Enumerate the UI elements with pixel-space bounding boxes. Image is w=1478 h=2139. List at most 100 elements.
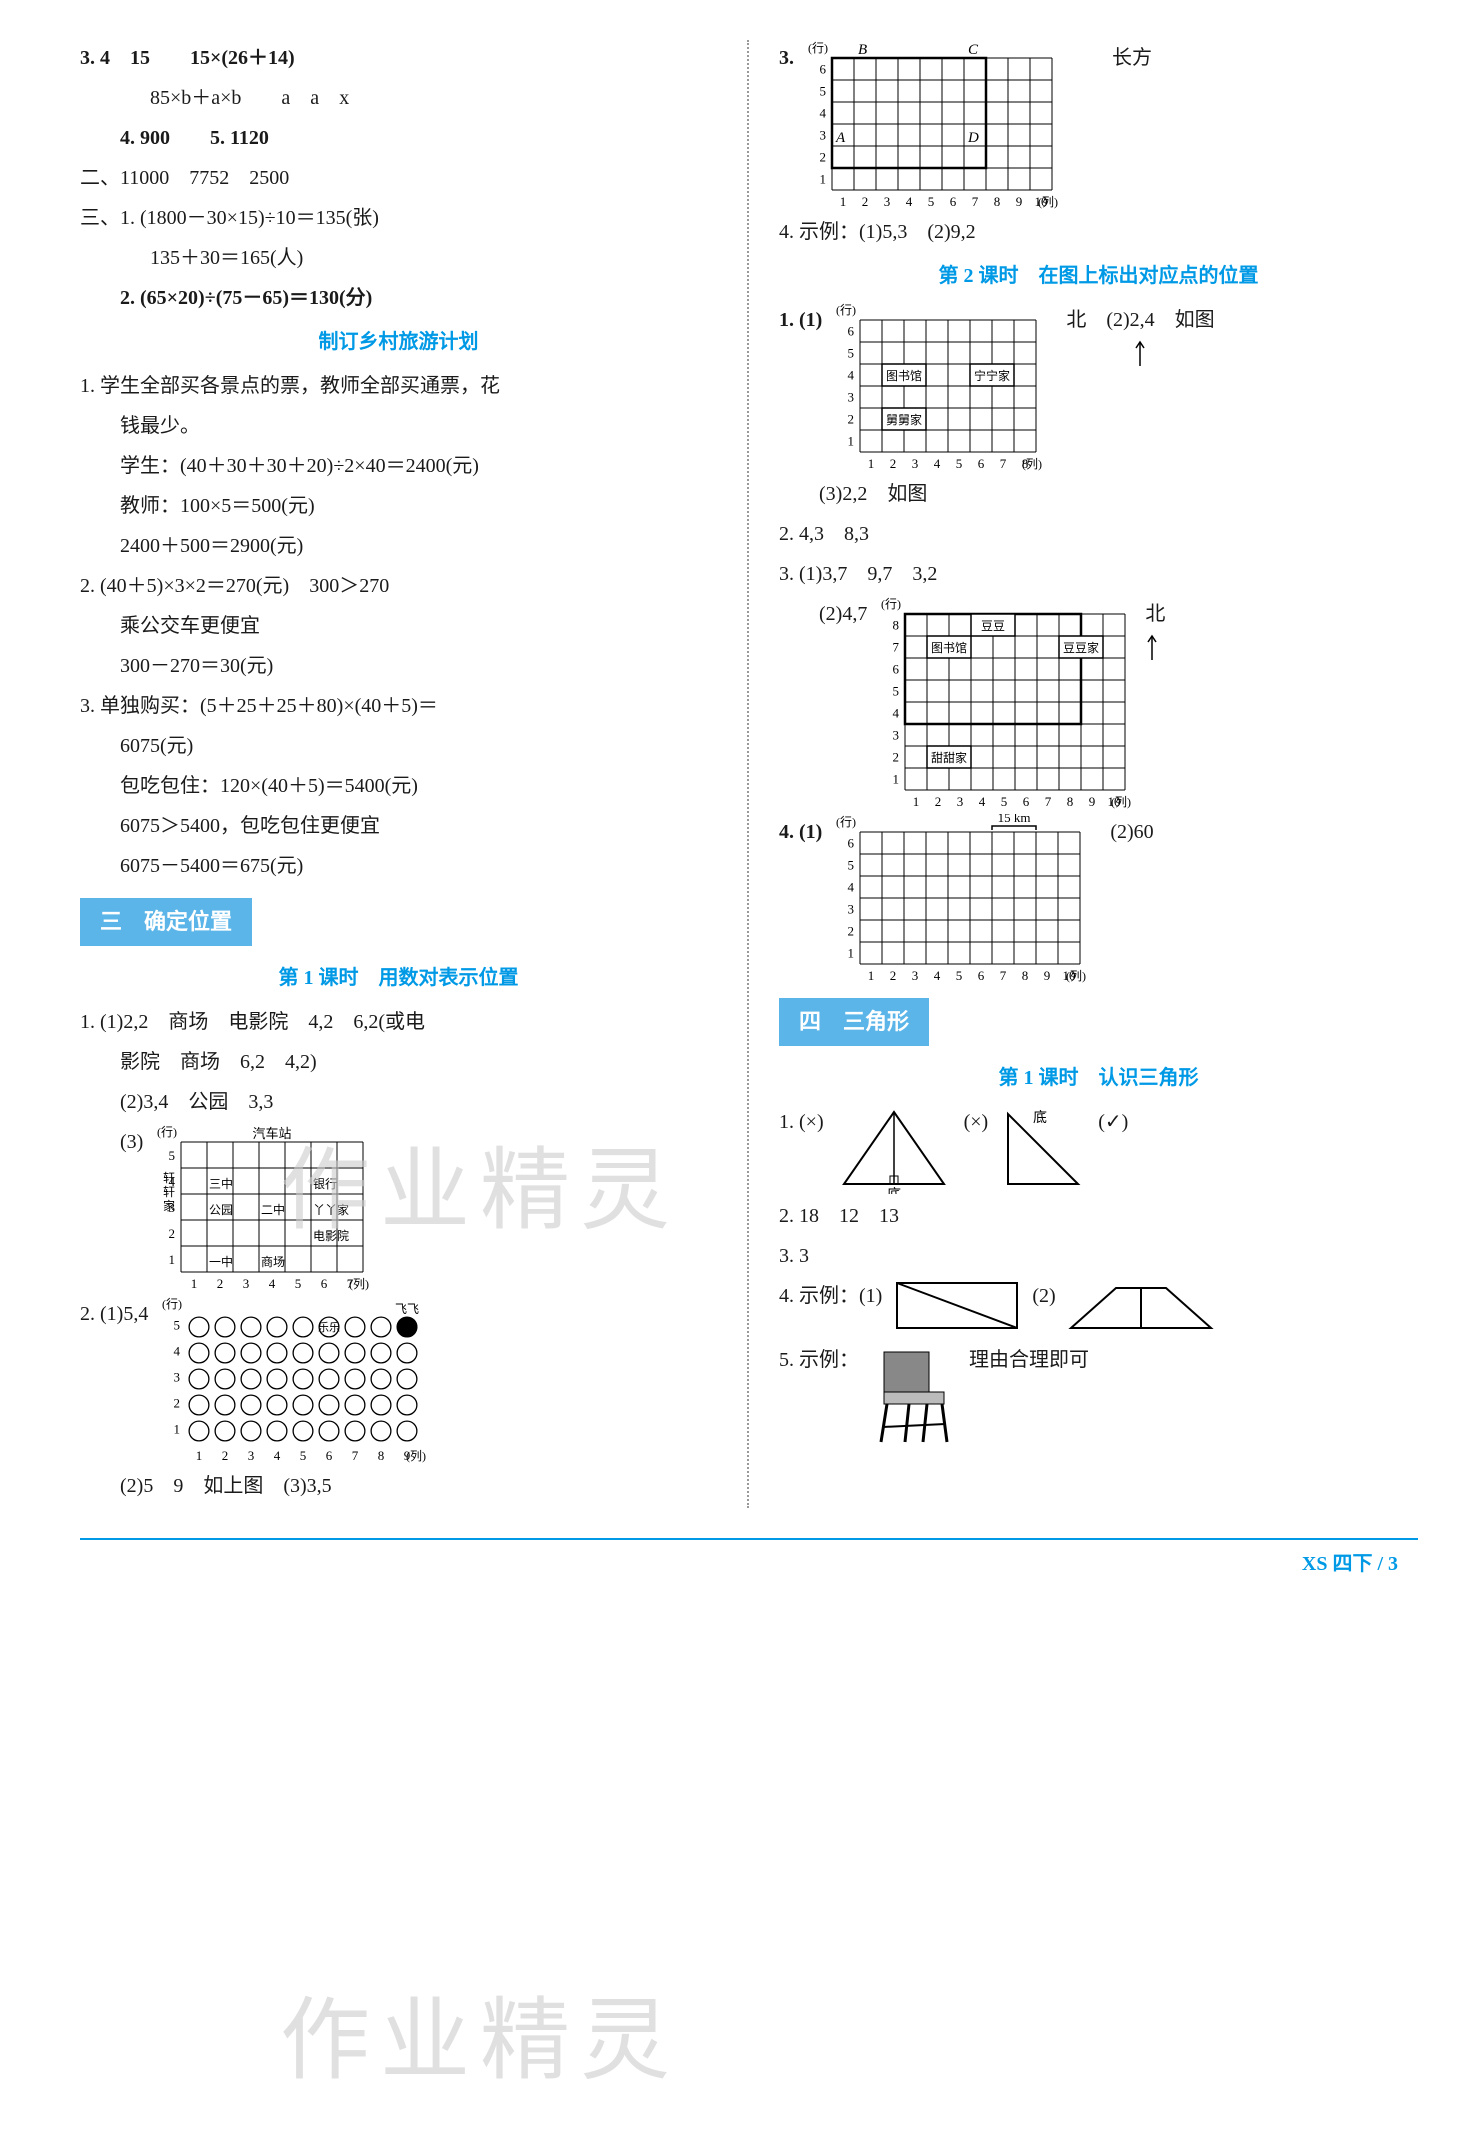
grid-r1: 65432112345678910(行)(列)BCAD [804,40,1062,210]
svg-text:轩: 轩 [163,1171,175,1185]
svg-text:8: 8 [378,1448,385,1463]
svg-text:3: 3 [848,901,855,916]
svg-text:2: 2 [890,456,897,471]
svg-text:4: 4 [979,794,986,809]
svg-text:5: 5 [300,1448,307,1463]
svg-text:飞飞: 飞飞 [395,1302,419,1316]
svg-text:(行): (行) [881,597,901,611]
svg-text:电影院: 电影院 [313,1229,349,1243]
text-line: 1. (1)2,2 商场 电影院 4,2 6,2(或电 [80,1004,717,1040]
svg-text:C: C [968,42,979,58]
grid-l1: 543211234567(行)(列)汽车站轩轩家三中公园二中银行丫丫家电影院一中… [153,1124,373,1292]
section-4-title: 四 三角形 [779,998,929,1046]
text-line: 二、11000 7752 2500 [80,160,717,196]
text-line: 2. 18 12 13 [779,1198,1418,1234]
svg-text:1: 1 [191,1276,198,1291]
svg-text:2: 2 [935,794,942,809]
svg-text:7: 7 [1000,456,1007,471]
svg-text:一中: 一中 [209,1254,233,1269]
svg-text:(列): (列) [1022,457,1042,471]
svg-text:商场: 商场 [261,1254,285,1269]
triangles-row: 1. (×) 底 (×) 底 (✓) [779,1104,1418,1194]
svg-text:4: 4 [906,194,913,209]
svg-text:6: 6 [950,194,957,209]
text-line: 钱最少。 [80,408,717,444]
grid-r1-wrap: 3. 65432112345678910(行)(列)BCAD 长方 [779,40,1418,210]
svg-text:6: 6 [893,661,900,676]
text-line: 2. (40＋5)×3×2＝270(元) 300＞270 [80,568,717,604]
text-line: (2)5 9 如上图 (3)3,5 [80,1468,717,1504]
svg-text:(行): (行) [836,815,856,829]
north-label: 北 [1145,596,1165,662]
t4b: (2) [1032,1278,1055,1314]
svg-text:3: 3 [248,1448,255,1463]
quad-1-icon [892,1278,1022,1338]
r8-suffix: (2)60 [1110,814,1153,850]
svg-text:5: 5 [295,1276,302,1291]
left-column: 3. 4 15 15×(26＋14) 85×b＋a×b a a x 4. 900… [80,40,749,1508]
svg-text:5: 5 [1001,794,1008,809]
t4-prefix: 4. 示例：(1) [779,1278,882,1314]
svg-text:5: 5 [848,345,855,360]
svg-text:银行: 银行 [313,1177,337,1191]
svg-text:3: 3 [893,727,900,742]
svg-text:5: 5 [956,968,963,983]
svg-text:B: B [858,42,867,58]
svg-text:2: 2 [217,1276,224,1291]
text-line: 包吃包住：120×(40＋5)＝5400(元) [80,768,717,804]
chair-icon [869,1342,959,1452]
r7-prefix: (2)4,7 [819,596,867,632]
svg-text:2: 2 [848,923,855,938]
svg-text:甜甜家: 甜甜家 [931,750,967,765]
svg-text:4: 4 [274,1448,281,1463]
text-line: 乘公交车更便宜 [80,608,717,644]
svg-text:2: 2 [169,1226,176,1241]
svg-text:4: 4 [269,1276,276,1291]
text-line: 6075－5400＝675(元) [80,848,717,884]
svg-text:5: 5 [956,456,963,471]
circle-grid: 乐乐飞飞54321123456789(行)(列) [158,1296,430,1464]
svg-text:豆豆: 豆豆 [981,619,1005,633]
svg-text:1: 1 [868,456,875,471]
lesson-1r-title: 第 1 课时 认识三角形 [779,1060,1418,1096]
svg-text:3: 3 [912,456,919,471]
svg-text:5: 5 [893,683,900,698]
grid-r3: 8765432112345678910(行)(列)豆豆图书馆豆豆家甜甜家 [877,596,1135,810]
grid-r4-wrap: 4. (1) 65432112345678910(行)(列)15 km (2)6… [779,814,1418,984]
text-line: 3. 4 15 15×(26＋14) [80,40,717,76]
r8-prefix: 4. (1) [779,814,822,850]
lesson-2-title: 第 2 课时 在图上标出对应点的位置 [779,258,1418,294]
svg-text:4: 4 [820,105,827,120]
svg-text:1: 1 [893,771,900,786]
svg-text:二中: 二中 [261,1202,285,1217]
svg-text:2: 2 [222,1448,229,1463]
svg-text:4: 4 [848,879,855,894]
svg-text:7: 7 [352,1448,359,1463]
watermark-2: 作业精灵 [280,1960,680,2122]
text-line: (2)3,4 公园 3,3 [80,1084,717,1120]
svg-text:6: 6 [326,1448,333,1463]
svg-text:2: 2 [820,149,827,164]
svg-text:豆豆家: 豆豆家 [1063,640,1099,655]
text-line: 6075＞5400，包吃包住更便宜 [80,808,717,844]
svg-text:D: D [967,130,979,146]
svg-text:2: 2 [890,968,897,983]
svg-text:2: 2 [862,194,869,209]
grid-r3-wrap: (2)4,7 8765432112345678910(行)(列)豆豆图书馆豆豆家… [779,596,1418,810]
text-line: 300－270＝30(元) [80,648,717,684]
svg-text:6: 6 [848,835,855,850]
r3-prefix: 1. (1) [779,302,822,338]
text-line: 85×b＋a×b a a x [80,80,717,116]
svg-text:1: 1 [820,171,827,186]
section-3-title: 三 确定位置 [80,898,252,946]
svg-text:7: 7 [972,194,979,209]
text-line: 教师：100×5＝500(元) [80,488,717,524]
svg-text:(行): (行) [836,303,856,317]
svg-text:(行): (行) [808,41,828,55]
svg-text:(列): (列) [1066,969,1086,983]
svg-text:1: 1 [840,194,847,209]
svg-text:底: 底 [1033,1110,1047,1126]
svg-text:8: 8 [994,194,1001,209]
svg-text:8: 8 [1022,968,1029,983]
grid-l1-wrap: (3) 543211234567(行)(列)汽车站轩轩家三中公园二中银行丫丫家电… [80,1124,717,1292]
